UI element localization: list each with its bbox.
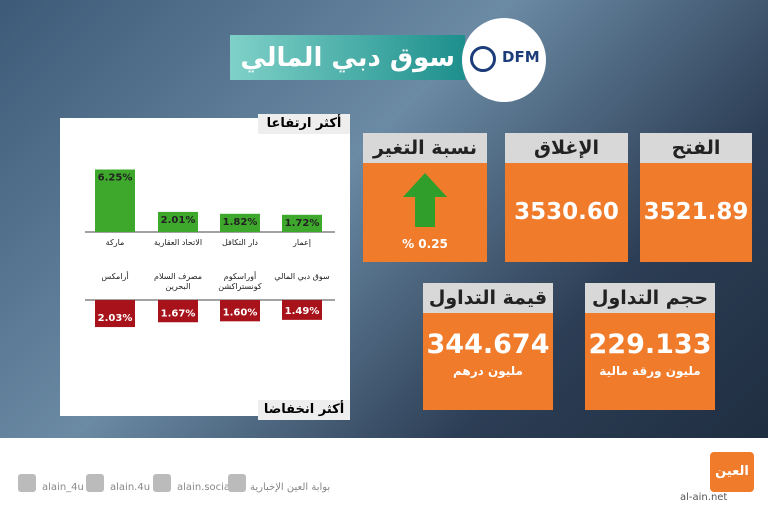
card-label: الإغلاق — [505, 133, 628, 163]
brand-logo: العين — [710, 452, 754, 492]
title-banner — [230, 35, 465, 80]
category-label: مصرف السلام البحرين — [154, 272, 202, 291]
instagram-icon — [86, 474, 104, 492]
card-value: 344.674 — [426, 329, 550, 360]
value-label: 1.82% — [223, 217, 258, 228]
card-value: % 0.25 — [402, 237, 448, 251]
category-label: إعمار — [293, 238, 311, 247]
footer — [0, 438, 768, 510]
value-label: 2.01% — [161, 215, 196, 226]
card-label: قيمة التداول — [423, 283, 553, 313]
youtube-icon — [228, 474, 246, 492]
title: سوق دبي المالي — [240, 43, 455, 73]
facebook-handle: alain.social — [177, 482, 233, 493]
twitter-handle: alain_4u — [42, 482, 84, 493]
value-label: 1.60% — [223, 307, 258, 318]
value-label: 1.72% — [285, 218, 320, 229]
twitter-icon — [18, 474, 36, 492]
value-label: 1.67% — [161, 308, 196, 319]
bar — [95, 169, 135, 232]
card-unit: مليون ورقة مالية — [599, 364, 701, 378]
category-label: ماركة — [105, 238, 125, 247]
card-body: 229.133 مليون ورقة مالية — [585, 313, 715, 410]
category-label: أرامكس — [101, 272, 129, 281]
value-label: 6.25% — [98, 173, 133, 184]
bar — [158, 211, 198, 232]
category-label: أوراسكوم كونستراكشن — [218, 272, 262, 291]
category-label: سوق دبي المالي — [274, 272, 330, 281]
card-body: % 0.25 — [363, 163, 487, 262]
portal-name: بوابة العين الإخبارية — [250, 482, 331, 493]
gainers-title: أكثر ارتفاعا — [258, 114, 350, 134]
value-label: 2.03% — [98, 313, 133, 324]
value-label: 1.49% — [285, 306, 320, 317]
card-label: الفتح — [640, 133, 752, 163]
bar — [282, 214, 322, 232]
logo-icon — [470, 46, 496, 72]
category-label: دار التكافل — [221, 238, 258, 247]
up-arrow — [403, 173, 447, 227]
bar — [220, 213, 260, 232]
card-value: 229.133 — [588, 329, 712, 360]
logo-text: DFM — [502, 48, 540, 66]
card-unit: مليون درهم — [453, 364, 523, 378]
card-body: 344.674 مليون درهم — [423, 313, 553, 410]
bar — [158, 300, 198, 323]
bar — [282, 300, 322, 320]
category-label: الاتحاد العقارية — [153, 238, 203, 247]
instagram-handle: alain.4u — [110, 482, 151, 493]
losers-title: أكثر انخفاضا — [258, 400, 350, 420]
chart-panel — [60, 118, 350, 416]
card-label: حجم التداول — [585, 283, 715, 313]
bar — [95, 300, 135, 328]
bar — [220, 300, 260, 322]
site-url: al-ain.net — [680, 492, 728, 503]
card-value: 3521.89 — [640, 163, 752, 262]
card-value: 3530.60 — [505, 163, 628, 262]
facebook-icon — [153, 474, 171, 492]
card-label: نسبة التغير — [363, 133, 487, 163]
